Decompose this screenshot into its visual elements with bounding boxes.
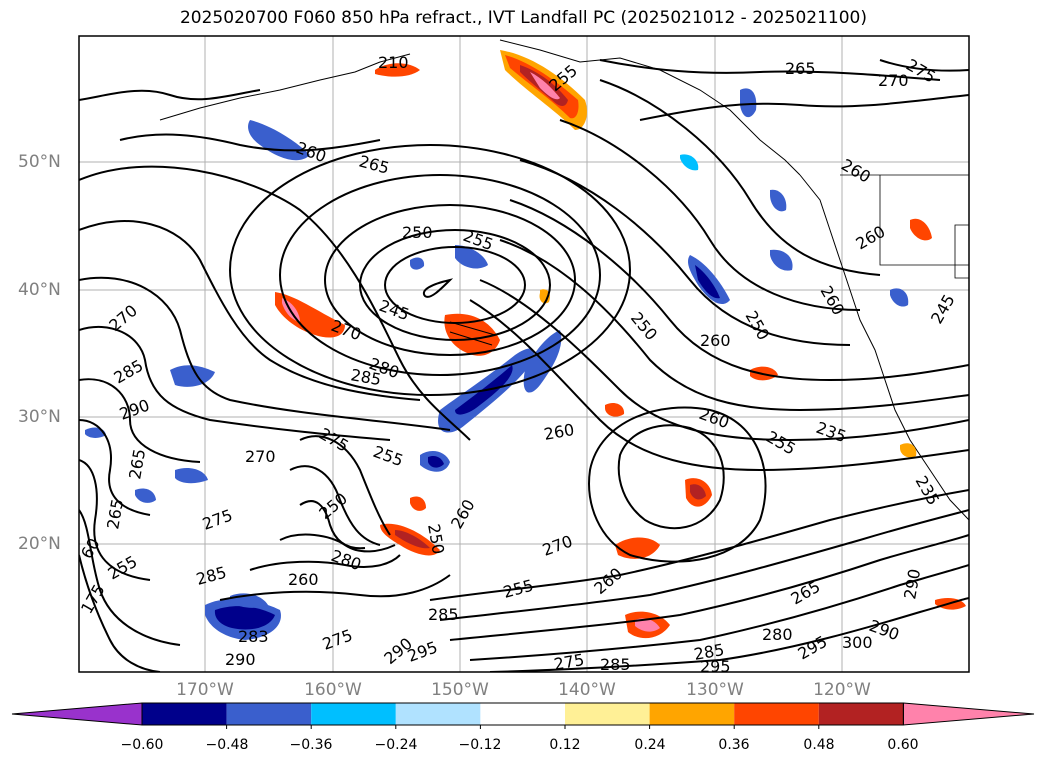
contour-label: 210 bbox=[378, 53, 409, 72]
contour-label: 270 bbox=[105, 301, 141, 335]
contour-label: 255 bbox=[371, 442, 406, 470]
coastlines bbox=[159, 39, 969, 521]
contour-label: 265 bbox=[125, 447, 149, 480]
colorbar-segment bbox=[649, 703, 735, 725]
contour-label: 255 bbox=[763, 427, 799, 459]
contour-label: 260 bbox=[590, 564, 626, 598]
contour-label: 265 bbox=[103, 497, 127, 530]
colorbar-tick-label: 0.48 bbox=[803, 737, 835, 753]
contour-label: 275 bbox=[552, 650, 585, 674]
lon-label-120w: 120°W bbox=[813, 680, 871, 700]
colorbar-outline bbox=[141, 702, 904, 726]
colorbar-tick-label: −0.48 bbox=[205, 737, 249, 753]
contour-label: 290 bbox=[225, 650, 256, 669]
contour-label: 260 bbox=[700, 331, 731, 350]
colorbar-segment bbox=[480, 703, 565, 725]
contour-label: 260 bbox=[838, 155, 874, 187]
contour-label: 285 bbox=[428, 605, 459, 624]
contour-label: 255 bbox=[501, 576, 535, 602]
contour-label: 265 bbox=[785, 59, 816, 78]
contour-label: 295 bbox=[700, 657, 731, 676]
contour-label: 270 bbox=[540, 531, 575, 559]
colorbar-segment bbox=[734, 703, 819, 725]
colorbar-extend-low bbox=[11, 702, 143, 726]
colorbar-segment bbox=[311, 703, 396, 725]
contour-label: 260 bbox=[817, 283, 849, 319]
contour-label: 270 bbox=[878, 71, 909, 90]
lat-label-30n: 30°N bbox=[18, 407, 61, 427]
gridlines bbox=[79, 36, 969, 672]
colorbar bbox=[11, 702, 1035, 729]
contour-label: 250 bbox=[402, 223, 433, 242]
contour-label: 290 bbox=[117, 395, 152, 423]
lon-label-150w: 150°W bbox=[431, 680, 489, 700]
lon-label-170w: 170°W bbox=[176, 680, 234, 700]
contour-label: 285 bbox=[111, 356, 147, 388]
lat-label-20n: 20°N bbox=[18, 534, 61, 554]
colorbar-segment bbox=[226, 703, 312, 725]
colorbar-tick-label: 0.12 bbox=[549, 737, 581, 753]
colorbar-segment bbox=[565, 703, 650, 725]
contour-label: 260 bbox=[542, 420, 575, 444]
colorbar-tick-label: −0.24 bbox=[374, 737, 418, 753]
contour-label: 235 bbox=[814, 418, 849, 446]
colorbar-tick-label: 0.36 bbox=[718, 737, 750, 753]
contour-label: 60 bbox=[77, 535, 104, 562]
colorbar-tick-label: −0.60 bbox=[120, 737, 164, 753]
contour-label: 283 bbox=[238, 627, 269, 646]
lon-label-160w: 160°W bbox=[304, 680, 362, 700]
colorbar-tick-label: −0.36 bbox=[289, 737, 333, 753]
colorbar-tick-label: 0.60 bbox=[887, 737, 919, 753]
contour-label: 265 bbox=[357, 152, 391, 178]
contour-label: 295 bbox=[795, 632, 831, 664]
contour-label: 285 bbox=[194, 563, 228, 589]
contour-label: 280 bbox=[762, 625, 793, 644]
map-frame bbox=[78, 35, 970, 673]
colorbar-extend-high bbox=[902, 702, 1035, 726]
contour-label: 275 bbox=[320, 625, 355, 653]
colorbar-tick-label: 0.24 bbox=[634, 737, 666, 753]
contour-label: 255 bbox=[105, 552, 141, 584]
contour-lines bbox=[79, 59, 969, 672]
lon-label-140w: 140°W bbox=[558, 680, 616, 700]
map-title: 2025020700 F060 850 hPa refract., IVT La… bbox=[179, 8, 867, 28]
contour-label: 260 bbox=[447, 496, 479, 532]
contour-label: 265 bbox=[788, 577, 824, 609]
contour-label: 285 bbox=[600, 655, 631, 674]
map-panel: 210 255 265 275 270 260 265 250 255 245 … bbox=[77, 36, 969, 676]
contour-label: 250 bbox=[315, 489, 351, 523]
contour-label: 270 bbox=[245, 447, 276, 466]
colorbar-tick-label: −0.12 bbox=[458, 737, 502, 753]
lon-label-130w: 130°W bbox=[686, 680, 744, 700]
colorbar-segment bbox=[142, 703, 227, 725]
contour-label: 260 bbox=[288, 570, 319, 589]
contour-label: 235 bbox=[912, 473, 944, 509]
contour-label: 290 bbox=[900, 567, 924, 600]
contour-label: 260 bbox=[697, 404, 732, 432]
contour-label: 300 bbox=[842, 633, 873, 652]
contour-label: 245 bbox=[927, 291, 959, 327]
colorbar-segment bbox=[395, 703, 481, 725]
lat-label-50n: 50°N bbox=[18, 152, 61, 172]
contour-label: 270 bbox=[329, 316, 364, 344]
colorbar-segment bbox=[818, 703, 904, 725]
lat-label-40n: 40°N bbox=[18, 280, 61, 300]
contour-label: 260 bbox=[853, 222, 889, 254]
